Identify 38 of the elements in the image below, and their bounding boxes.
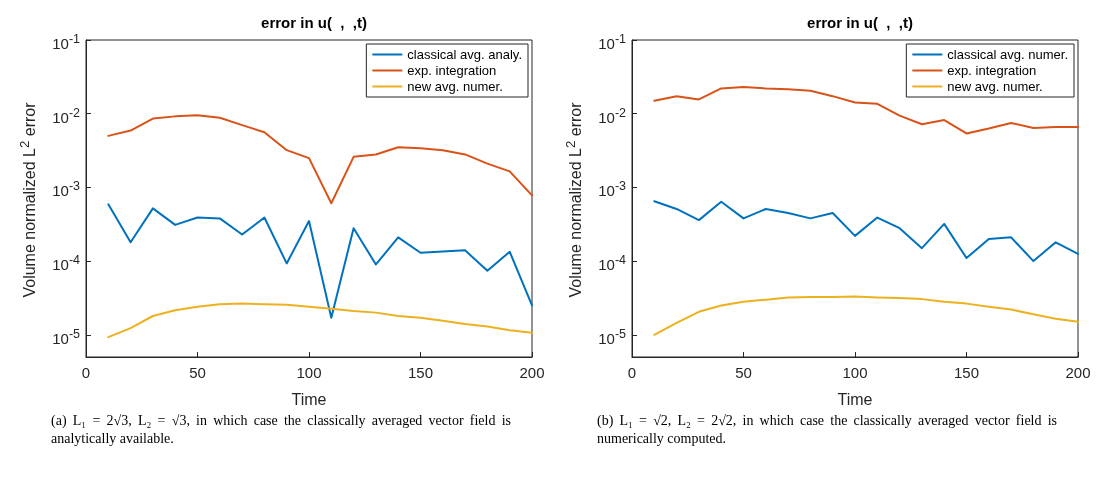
- y-tick-label: 10$^{-1}$: [598, 31, 626, 54]
- y-tick-label: 10$^{-4}$: [52, 252, 80, 276]
- y-tick-label: 10$^{-5}$: [52, 325, 80, 349]
- y-tick-label: 10$^{-4}$: [598, 252, 626, 276]
- text: (a) L₁ = 2√3, L₂ = √3, in which case the classically averaged vector field is analytically available.: [51, 412, 511, 448]
- x-tick-label: 0: [627, 364, 637, 381]
- legend-label: exp. integration: [947, 63, 1037, 78]
- x-axis-title: Time: [291, 390, 327, 408]
- x-tick-label: 150: [407, 364, 434, 381]
- y-tick-label: 10$^{-5}$: [598, 325, 626, 349]
- text: (b) L₁ = √2, L₂ = 2√2, in which case the classically averaged vector field is numerically computed.: [597, 412, 1057, 448]
- line-series: [653, 200, 1079, 263]
- chart-title: error in u( , ,t): [261, 14, 367, 31]
- line-series: [107, 302, 533, 339]
- line-series: [653, 86, 1079, 135]
- x-tick-label: 0: [81, 364, 91, 381]
- legend-label: classical avg. analy.: [407, 47, 523, 62]
- line-series: [653, 295, 1079, 336]
- legend-label: new avg. numer.: [407, 79, 503, 94]
- y-tick-label: 10$^{-3}$: [598, 178, 626, 202]
- x-axis-title: Time: [837, 390, 873, 408]
- x-tick-label: 200: [1065, 364, 1091, 381]
- line-series: [107, 114, 533, 205]
- y-tick-label: 10$^{-3}$: [52, 178, 80, 202]
- x-tick-label: 100: [842, 364, 868, 381]
- chart-title: error in u( , ,t): [807, 14, 913, 31]
- line-series: [107, 203, 533, 319]
- legend-label: exp. integration: [407, 63, 497, 78]
- x-tick-label: 100: [296, 364, 322, 381]
- x-tick-label: 200: [519, 364, 545, 381]
- x-tick-label: 150: [953, 364, 980, 381]
- x-tick-label: 50: [735, 364, 752, 381]
- y-tick-label: 10$^{-2}$: [598, 104, 626, 128]
- legend-label: classical avg. numer.: [947, 47, 1069, 62]
- y-tick-label: 10$^{-2}$: [52, 104, 80, 128]
- y-tick-label: 10$^{-1}$: [52, 31, 80, 54]
- legend-label: new avg. numer.: [947, 79, 1043, 94]
- x-tick-label: 50: [189, 364, 206, 381]
